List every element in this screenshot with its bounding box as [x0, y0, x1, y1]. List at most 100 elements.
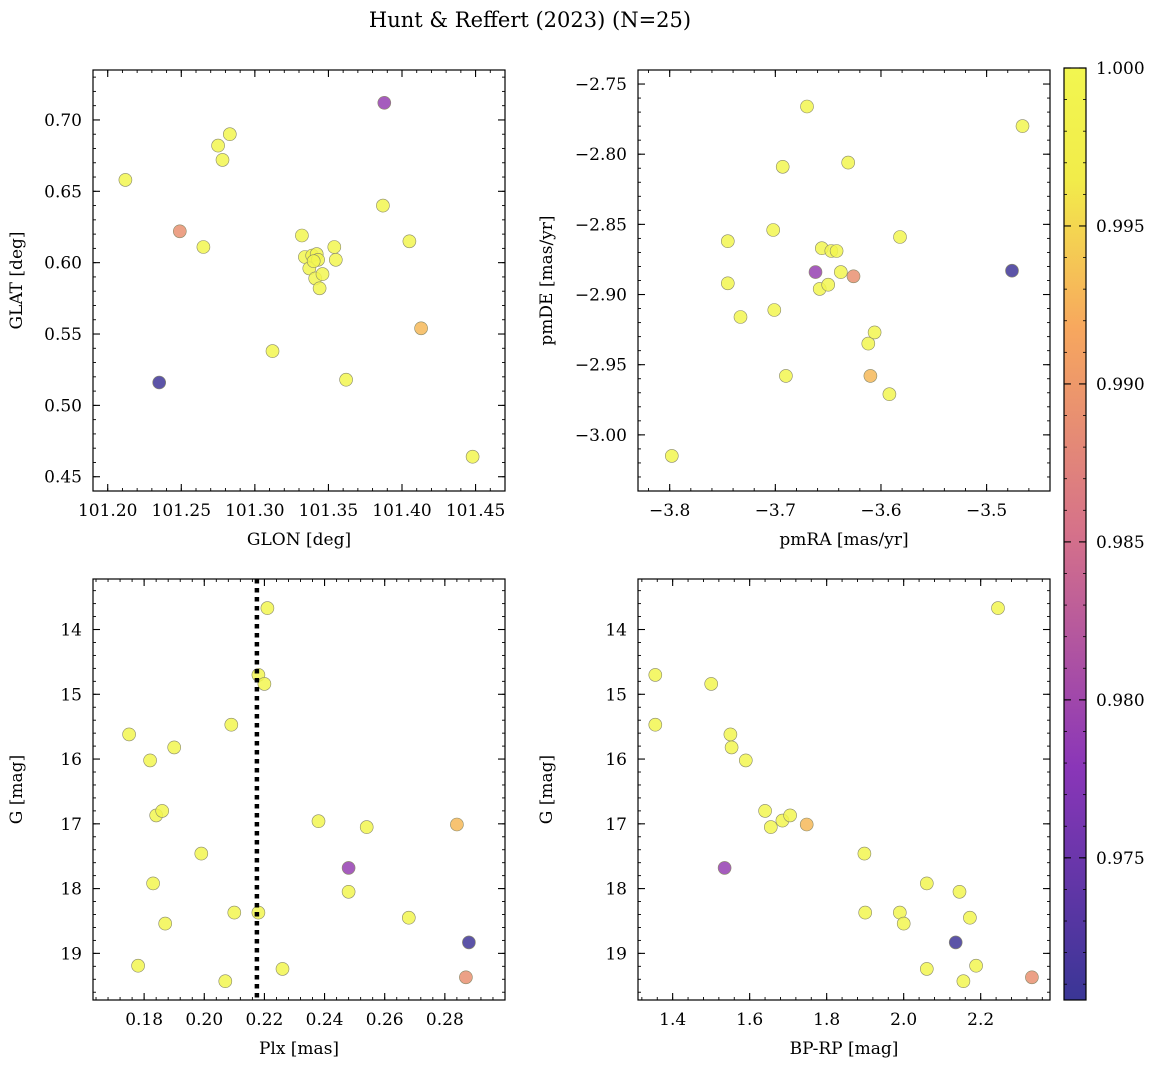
data-point [465, 449, 480, 464]
data-point [704, 677, 719, 691]
colorbar-tick-label: 0.985 [1096, 533, 1145, 553]
colorbar-tick-label: 0.980 [1096, 691, 1145, 711]
x-tick-label: −3.6 [860, 501, 901, 521]
colorbar-tick-label: 0.990 [1096, 375, 1145, 395]
x-tick-label: 101.25 [152, 501, 211, 521]
data-point [821, 277, 836, 292]
y-tick-label: −2.85 [575, 215, 627, 235]
data-point [1005, 263, 1019, 278]
data-point [275, 962, 290, 976]
data-point [969, 958, 983, 973]
x-tick-label: 1.6 [736, 1010, 763, 1030]
y-tick-label: 18 [605, 880, 627, 900]
axes-frame [92, 69, 506, 492]
data-point [720, 276, 735, 291]
y-tick-label: 15 [605, 685, 627, 705]
data-point [775, 160, 790, 174]
data-point [763, 820, 778, 834]
data-point [956, 974, 971, 989]
x-tick-label: 2.2 [967, 1010, 994, 1030]
y-tick-label: 16 [60, 750, 82, 770]
figure-title: Hunt & Reffert (2023) (N=25) [369, 8, 691, 32]
x-tick-label: −3.8 [649, 501, 690, 521]
data-point [311, 814, 326, 829]
y-tick-label: 0.45 [44, 468, 82, 488]
data-point [783, 808, 797, 823]
data-point [339, 372, 353, 387]
y-axis-label: G [mag] [7, 755, 27, 824]
y-tick-label: 18 [60, 880, 82, 900]
data-point [919, 876, 934, 891]
data-point [257, 677, 272, 691]
data-point [143, 753, 157, 768]
y-tick-label: 15 [60, 685, 82, 705]
data-point [893, 230, 907, 244]
data-point [196, 240, 211, 254]
data-point [829, 244, 844, 258]
y-tick-label: 14 [60, 621, 82, 641]
y-tick-label: −2.95 [575, 356, 627, 376]
x-tick-label: 101.30 [225, 501, 284, 521]
data-point [227, 905, 242, 920]
data-point [327, 240, 342, 254]
y-tick-label: −3.00 [575, 426, 627, 446]
y-tick-label: −2.75 [575, 75, 627, 95]
x-tick-label: 0.28 [426, 1010, 464, 1030]
data-point [359, 820, 374, 834]
data-point [167, 740, 181, 755]
colorbar-tick-label: 0.975 [1096, 849, 1145, 869]
data-point [882, 387, 897, 402]
data-point [717, 861, 732, 875]
data-point [861, 336, 876, 351]
panel-4: 1.4 1.6 1.8 2.0 2.2 14 15 16 17 18 19 BP-RP [mag] G … [537, 578, 1051, 1059]
axes-frame [637, 69, 1051, 492]
data-point [155, 804, 169, 818]
data-point [215, 153, 230, 167]
data-point [648, 717, 663, 732]
axes-frame [637, 578, 1051, 1001]
colorbar-frame [1063, 67, 1087, 1001]
data-point [896, 916, 911, 931]
y-tick-label: 0.50 [44, 396, 82, 416]
data-point [146, 876, 160, 891]
data-point [738, 753, 753, 768]
x-tick-label: 2.0 [890, 1010, 917, 1030]
panels: 101.20 101.25 101.30 101.35 101.40 101.45 0.45… [7, 69, 1051, 1059]
data-point [799, 817, 814, 832]
data-point [800, 99, 814, 114]
x-tick-label: 0.20 [185, 1010, 223, 1030]
x-axis-label: Plx [mas] [259, 1039, 339, 1059]
data-point [223, 127, 237, 141]
data-point [402, 234, 417, 249]
x-tick-label: 101.35 [299, 501, 358, 521]
y-axis-label: G [mag] [537, 755, 557, 824]
x-tick-label: 0.26 [366, 1010, 404, 1030]
data-point [306, 254, 321, 269]
x-axis-label: GLON [deg] [247, 530, 351, 550]
x-tick-label: 1.4 [659, 1010, 686, 1030]
colorbar: 0.975 0.980 0.985 0.990 0.995 1.000 [1063, 59, 1145, 1001]
data-point [152, 375, 166, 390]
data-point [173, 224, 187, 239]
data-point [779, 369, 793, 383]
data-point [414, 321, 428, 336]
data-point [295, 228, 309, 243]
axes-frame [92, 578, 506, 1001]
data-point [265, 344, 280, 358]
x-tick-label: 1.8 [813, 1010, 840, 1030]
y-tick-label: 14 [605, 621, 627, 641]
x-tick-label: 0.24 [306, 1010, 344, 1030]
data-point [158, 916, 172, 931]
data-point [122, 727, 136, 742]
data-point [312, 281, 327, 296]
data-point [315, 267, 330, 281]
y-tick-label: −2.80 [575, 145, 627, 165]
data-point [218, 974, 233, 989]
x-tick-label: 101.45 [446, 501, 505, 521]
y-axis-label: pmDE [mas/yr] [537, 215, 557, 345]
data-point [377, 96, 392, 110]
y-tick-label: 17 [60, 815, 82, 835]
y-axis-label: GLAT [deg] [7, 231, 27, 329]
data-point [459, 970, 473, 985]
